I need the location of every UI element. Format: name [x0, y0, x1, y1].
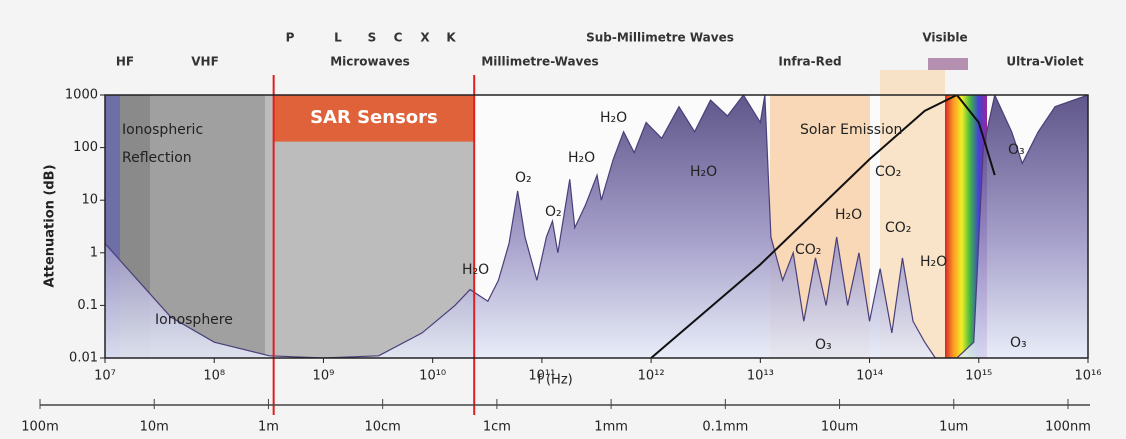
annotation: O₃ — [1008, 142, 1025, 158]
band-label: Microwaves — [330, 55, 410, 69]
y-tick-label: 100 — [73, 140, 98, 155]
x2-tick-label: 1m — [258, 420, 279, 435]
band-label: X — [420, 31, 430, 45]
annotation: H₂O — [690, 164, 717, 180]
band-label: L — [334, 31, 342, 45]
x-tick-label: 10¹² — [638, 369, 665, 384]
band-label: C — [394, 31, 403, 45]
band-label: Ultra-Violet — [1006, 55, 1083, 69]
x2-tick-label: 0.1mm — [702, 420, 748, 435]
y-axis-label: Attenuation (dB) — [43, 164, 58, 287]
x2-tick-label: 1cm — [483, 420, 511, 435]
x-tick-label: 10¹³ — [747, 369, 774, 384]
annotation: H₂O — [600, 110, 627, 126]
annotation: Ionospheric — [122, 122, 203, 138]
band-label: S — [368, 31, 377, 45]
x2-tick-label: 1mm — [594, 420, 628, 435]
x-tick-label: 10¹⁴ — [856, 369, 883, 384]
x2-tick-label: 1um — [939, 420, 968, 435]
band-label: Sub-Millimetre Waves — [586, 31, 734, 45]
annotation: O₂ — [515, 170, 532, 186]
x-tick-label: 10¹⁵ — [965, 369, 992, 384]
x-tick-label: 10¹⁰ — [419, 369, 446, 384]
x-tick-label: 10¹⁶ — [1075, 369, 1102, 384]
x2-tick-label: 10um — [821, 420, 858, 435]
annotation: O₂ — [545, 204, 562, 220]
band-label: Millimetre-Waves — [481, 55, 598, 69]
y-tick-label: 0.1 — [77, 298, 98, 313]
x2-tick-label: 100nm — [1045, 420, 1091, 435]
annotation: Ionosphere — [155, 312, 233, 328]
band-label: P — [286, 31, 295, 45]
x2-tick-label: 10m — [140, 420, 169, 435]
annotation: O₃ — [1010, 335, 1027, 351]
y-tick-label: 0.01 — [69, 351, 98, 366]
y-tick-label: 1000 — [65, 88, 98, 103]
annotation: H₂O — [462, 262, 489, 278]
x-tick-label: 10⁷ — [94, 369, 116, 384]
band-label: K — [446, 31, 456, 45]
solar-emission-label: Solar Emission — [800, 122, 902, 138]
annotation: H₂O — [835, 207, 862, 223]
annotation: H₂O — [568, 150, 595, 166]
band-label: HF — [116, 55, 134, 69]
annotation: CO₂ — [795, 242, 821, 258]
annotation: O₃ — [815, 337, 832, 353]
x-tick-label: 10⁸ — [203, 369, 225, 384]
band-label: VHF — [191, 55, 219, 69]
sar-label: SAR Sensors — [310, 107, 438, 128]
x-tick-label: 10¹¹ — [528, 369, 555, 384]
x-tick-label: 10⁹ — [313, 369, 335, 384]
x2-tick-label: 10cm — [364, 420, 400, 435]
y-tick-label: 10 — [81, 193, 98, 208]
annotation: CO₂ — [885, 220, 911, 236]
annotation: H₂O — [920, 254, 947, 270]
visible-swatch — [928, 58, 968, 70]
y-tick-label: 1 — [90, 245, 98, 260]
x2-tick-label: 100m — [21, 420, 58, 435]
annotation: Reflection — [122, 150, 192, 166]
band-label: Visible — [922, 31, 967, 45]
chart: Attenuation (dB) f (Hz) Solar EmissionSA… — [0, 0, 1126, 439]
band-label: Infra-Red — [778, 55, 841, 69]
annotation: CO₂ — [875, 164, 901, 180]
